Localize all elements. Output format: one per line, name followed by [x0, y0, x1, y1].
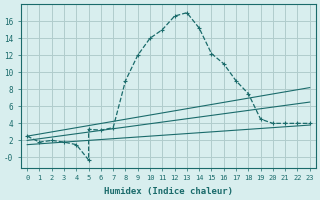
X-axis label: Humidex (Indice chaleur): Humidex (Indice chaleur) [104, 187, 233, 196]
